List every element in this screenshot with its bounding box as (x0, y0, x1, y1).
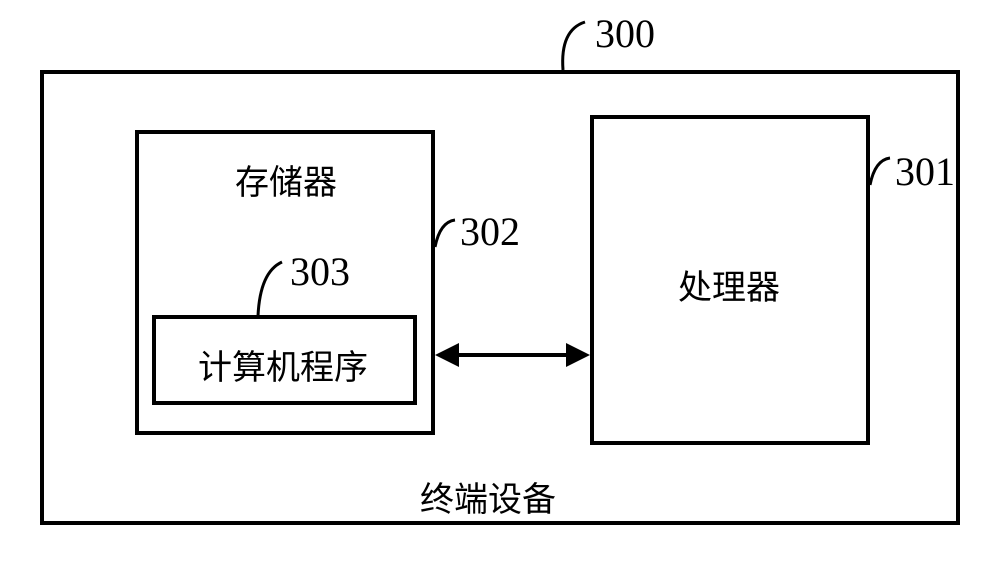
leader-300 (563, 22, 585, 70)
memory-ref: 302 (460, 208, 520, 255)
processor-label: 处理器 (678, 260, 780, 309)
processor-ref: 301 (895, 148, 955, 195)
program-label: 计算机程序 (198, 340, 368, 389)
terminal-device-label: 终端设备 (420, 472, 556, 521)
program-ref: 303 (290, 248, 350, 295)
memory-label: 存储器 (235, 155, 337, 204)
diagram-canvas: 终端设备 300 存储器 302 计算机程序 303 处理器 301 (0, 0, 1000, 565)
terminal-device-ref: 300 (595, 10, 655, 57)
